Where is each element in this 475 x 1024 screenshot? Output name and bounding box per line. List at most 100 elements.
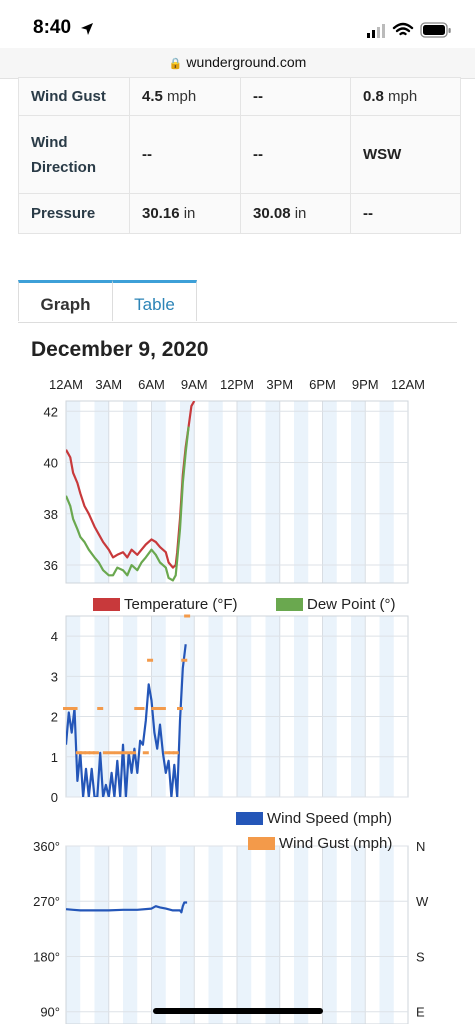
y-tick-label: 0 bbox=[51, 790, 58, 805]
hour-band bbox=[379, 401, 394, 583]
gust-point bbox=[75, 751, 82, 755]
gust-point bbox=[134, 707, 141, 711]
x-tick-label: 3AM bbox=[95, 377, 122, 392]
legend-swatch bbox=[248, 837, 275, 850]
legend-label: Dew Point (°) bbox=[307, 596, 396, 613]
x-tick-label: 6PM bbox=[309, 377, 336, 392]
gust-point bbox=[125, 751, 132, 755]
hour-band bbox=[94, 846, 109, 1024]
gust-point bbox=[67, 707, 74, 711]
system-status-icons bbox=[367, 22, 451, 38]
hour-band bbox=[265, 401, 280, 583]
gust-point bbox=[168, 751, 175, 755]
gust-point bbox=[71, 707, 78, 711]
hour-band bbox=[294, 401, 309, 583]
hour-band bbox=[208, 616, 223, 797]
table-cell: 30.16 in bbox=[129, 193, 241, 234]
gust-point bbox=[120, 751, 126, 755]
table-cell: 30.08 in bbox=[240, 193, 351, 234]
gust-point bbox=[159, 707, 166, 711]
tab-table[interactable]: Table bbox=[113, 280, 197, 321]
hour-band bbox=[294, 846, 309, 1024]
gust-point bbox=[155, 707, 162, 711]
gust-point bbox=[129, 751, 136, 755]
gust-point bbox=[114, 751, 121, 755]
legend-label: Wind Gust (mph) bbox=[279, 835, 392, 852]
series-line bbox=[66, 901, 188, 914]
hour-band bbox=[322, 846, 337, 1024]
gust-point bbox=[84, 751, 91, 755]
hour-band bbox=[123, 846, 138, 1024]
status-bar: 8:40 bbox=[0, 0, 475, 48]
gust-point bbox=[88, 751, 95, 755]
row-label: Pressure bbox=[18, 193, 130, 234]
y-tick-label: 90° bbox=[40, 1005, 60, 1020]
gust-point bbox=[184, 614, 191, 618]
hour-band bbox=[351, 616, 366, 797]
wifi-icon bbox=[392, 22, 414, 36]
x-tick-label: 12AM bbox=[49, 377, 83, 392]
x-tick-label: 6AM bbox=[138, 377, 165, 392]
legend-swatch bbox=[236, 812, 263, 825]
series-line bbox=[66, 426, 190, 582]
y-tick-label: 270° bbox=[33, 894, 60, 909]
y-right-tick-label: E bbox=[416, 1005, 425, 1020]
hour-band bbox=[294, 616, 309, 797]
x-tick-label: 12AM bbox=[391, 377, 425, 392]
hour-band bbox=[322, 401, 337, 583]
table-cell: 0.8 mph bbox=[350, 77, 461, 116]
legend-label: Wind Speed (mph) bbox=[267, 810, 392, 827]
table-row: Pressure 30.16 in 30.08 in -- bbox=[18, 193, 461, 234]
date-title: December 9, 2020 bbox=[31, 338, 209, 361]
hour-band bbox=[94, 401, 109, 583]
gust-point bbox=[151, 707, 158, 711]
hour-band bbox=[123, 401, 138, 583]
hour-band bbox=[151, 401, 166, 583]
address-bar[interactable]: 🔒 wunderground.com bbox=[0, 48, 475, 79]
x-tick-label: 9PM bbox=[352, 377, 379, 392]
y-tick-label: 42 bbox=[44, 404, 58, 419]
legend-swatch bbox=[276, 598, 303, 611]
hour-band bbox=[379, 846, 394, 1024]
table-row: Wind Gust 4.5 mph -- 0.8 mph bbox=[18, 77, 461, 116]
hour-band bbox=[237, 401, 252, 583]
hour-band bbox=[151, 846, 166, 1024]
table-cell: -- bbox=[240, 77, 351, 116]
row-label: Wind Direction bbox=[18, 115, 130, 194]
hour-band bbox=[151, 616, 166, 797]
gust-point bbox=[63, 707, 69, 711]
hour-band bbox=[208, 846, 223, 1024]
summary-table: Wind Gust 4.5 mph -- 0.8 mph Wind Direct… bbox=[18, 77, 461, 234]
hour-band bbox=[237, 846, 252, 1024]
gust-point bbox=[164, 751, 171, 755]
y-tick-label: 360° bbox=[33, 839, 60, 854]
gust-point bbox=[108, 751, 115, 755]
table-cell: -- bbox=[350, 193, 461, 234]
table-cell: 4.5 mph bbox=[129, 77, 241, 116]
y-tick-label: 4 bbox=[51, 629, 58, 644]
tab-graph[interactable]: Graph bbox=[18, 280, 113, 321]
y-tick-label: 1 bbox=[51, 750, 58, 765]
location-arrow-icon bbox=[81, 23, 93, 35]
gust-point bbox=[138, 707, 145, 711]
hour-band bbox=[322, 616, 337, 797]
hour-band bbox=[265, 846, 280, 1024]
y-tick-label: 38 bbox=[44, 507, 58, 522]
battery-icon bbox=[420, 22, 451, 38]
hour-band bbox=[265, 616, 280, 797]
gust-point bbox=[97, 707, 104, 711]
gust-point bbox=[80, 751, 87, 755]
hour-band bbox=[237, 616, 252, 797]
home-indicator[interactable] bbox=[153, 1008, 323, 1014]
y-tick-label: 180° bbox=[33, 949, 60, 964]
x-tick-label: 3PM bbox=[266, 377, 293, 392]
hour-band bbox=[180, 846, 195, 1024]
x-tick-label: 9AM bbox=[181, 377, 208, 392]
gust-point bbox=[177, 707, 183, 711]
gust-point bbox=[142, 751, 149, 755]
plot-frame bbox=[65, 400, 409, 584]
y-tick-label: 3 bbox=[51, 669, 58, 684]
gust-point bbox=[181, 658, 188, 662]
gust-point bbox=[92, 751, 99, 755]
